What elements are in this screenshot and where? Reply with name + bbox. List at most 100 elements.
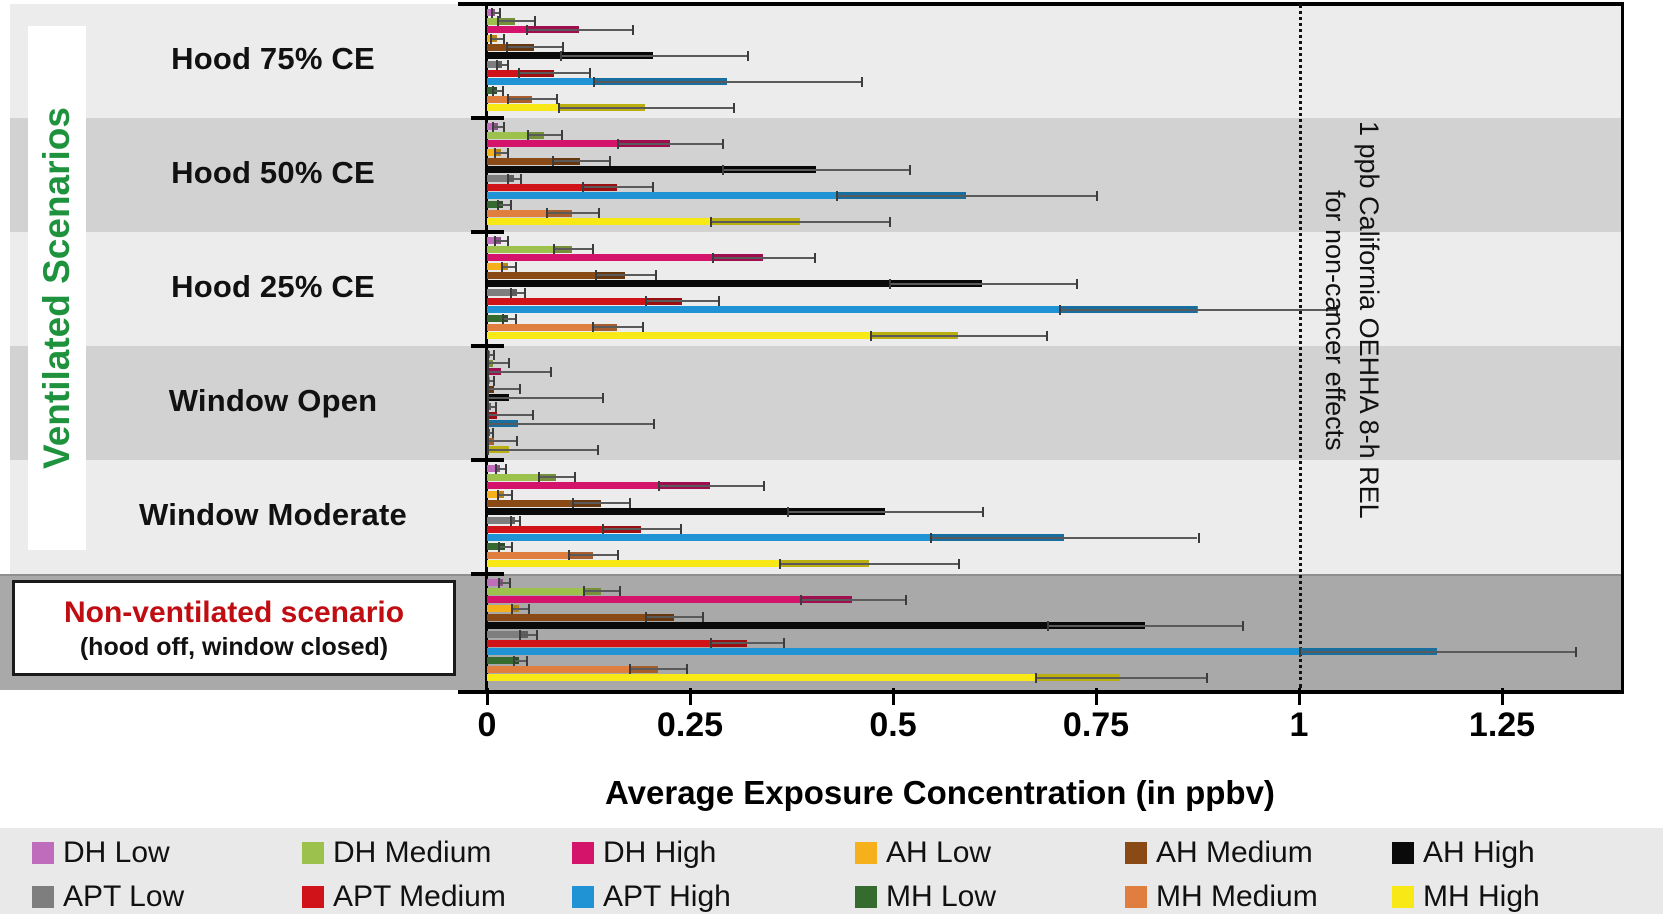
bar-mh-medium: [487, 209, 573, 217]
bar-dh-medium: [487, 473, 557, 481]
x-tick: [1501, 688, 1504, 705]
error-cap-low: [1059, 304, 1062, 315]
error-cap-high: [618, 586, 621, 597]
legend-item: MH High: [1392, 880, 1540, 913]
error-whisker: [487, 422, 654, 425]
error-cap-low: [710, 216, 713, 227]
bar-apt-low: [487, 631, 528, 638]
legend-item: APT Low: [32, 880, 184, 913]
scenario-band: [10, 118, 1624, 232]
error-cap-low: [557, 102, 560, 113]
error-cap-high: [746, 50, 749, 61]
error-whisker: [1059, 308, 1336, 311]
bar-ah-medium: [487, 499, 601, 507]
bar-mh-low: [487, 315, 509, 322]
error-cap-high: [519, 384, 522, 395]
legend-item: MH Medium: [1125, 880, 1318, 913]
bar-mh-medium: [487, 665, 658, 673]
error-cap-low: [487, 392, 489, 403]
x-tick-label: 0.5: [869, 706, 917, 744]
x-tick: [892, 688, 895, 705]
error-cap-high: [493, 375, 496, 386]
error-whisker: [487, 353, 494, 356]
error-cap-high: [957, 558, 960, 569]
error-cap-low: [497, 577, 500, 588]
error-whisker: [500, 265, 516, 268]
legend-swatch: [1392, 842, 1414, 864]
error-whisker: [487, 431, 492, 434]
plot-border: [458, 2, 1624, 694]
error-whisker: [512, 659, 526, 662]
error-whisker: [487, 362, 509, 365]
error-cap-high: [507, 235, 510, 246]
error-cap-high: [1242, 620, 1245, 631]
error-whisker: [711, 256, 815, 259]
error-whisker: [557, 106, 734, 109]
legend-item: AH High: [1392, 836, 1535, 869]
error-cap-low: [657, 480, 660, 491]
bar-mh-low: [487, 543, 505, 550]
legend-label: DH High: [603, 836, 717, 869]
error-cap-high: [491, 427, 494, 438]
y-axis-group-tick: [471, 458, 504, 462]
error-whisker: [582, 590, 619, 593]
error-whisker: [616, 142, 723, 145]
error-cap-low: [645, 612, 648, 623]
bar-ah-medium: [487, 271, 626, 279]
x-tick-label: 1: [1289, 706, 1309, 744]
error-cap-low: [710, 638, 713, 649]
scenario-label: Hood 25% CE: [171, 269, 375, 304]
bar-ah-high: [487, 622, 1145, 630]
error-whisker: [551, 160, 609, 163]
bar-apt-low: [487, 289, 518, 296]
error-cap-high: [509, 199, 512, 210]
error-cap-high: [556, 94, 559, 105]
bar-ah-low: [487, 605, 520, 612]
error-cap-high: [495, 401, 498, 412]
error-whisker: [487, 370, 551, 373]
bar-apt-high: [487, 534, 1064, 542]
error-cap-high: [508, 577, 511, 588]
annotation-line-1: 1 ppb California OEHHA 8-h REL: [1354, 121, 1384, 519]
error-whisker: [779, 562, 958, 565]
legend-swatch: [32, 886, 54, 908]
error-cap-high: [525, 655, 528, 666]
error-whisker: [591, 326, 643, 329]
legend-label: MH Medium: [1156, 880, 1318, 913]
error-cap-low: [560, 50, 563, 61]
error-cap-low: [487, 436, 489, 447]
legend-item: MH Low: [855, 880, 996, 913]
legend-swatch: [572, 886, 594, 908]
error-whisker: [497, 581, 509, 584]
error-whisker: [487, 440, 517, 443]
error-cap-low: [509, 515, 512, 526]
error-cap-high: [493, 349, 496, 360]
x-tick-label: 0: [477, 706, 497, 744]
error-cap-low: [491, 7, 494, 18]
error-cap-low: [487, 349, 489, 360]
bar-apt-medium: [487, 525, 642, 533]
error-cap-low: [538, 472, 541, 483]
error-whisker: [1047, 624, 1243, 627]
error-cap-high: [535, 629, 538, 640]
error-cap-low: [494, 235, 497, 246]
error-whisker: [506, 46, 562, 49]
error-cap-low: [645, 296, 648, 307]
error-cap-low: [799, 594, 802, 605]
error-cap-low: [495, 463, 498, 474]
error-cap-high: [653, 418, 656, 429]
error-whisker: [487, 396, 603, 399]
error-whisker: [491, 11, 500, 14]
bar-dh-medium: [487, 131, 544, 139]
error-cap-high: [909, 164, 912, 175]
error-cap-low: [592, 76, 595, 87]
error-cap-low: [487, 375, 489, 386]
error-cap-low: [491, 85, 494, 96]
error-cap-low: [616, 138, 619, 149]
annotation-line-2: for non-cancer effects: [1320, 189, 1350, 451]
legend-swatch: [1125, 886, 1147, 908]
error-cap-high: [591, 244, 594, 255]
error-whisker: [487, 388, 520, 391]
error-whisker: [494, 151, 508, 154]
scenario-label: Hood 75% CE: [171, 41, 375, 76]
